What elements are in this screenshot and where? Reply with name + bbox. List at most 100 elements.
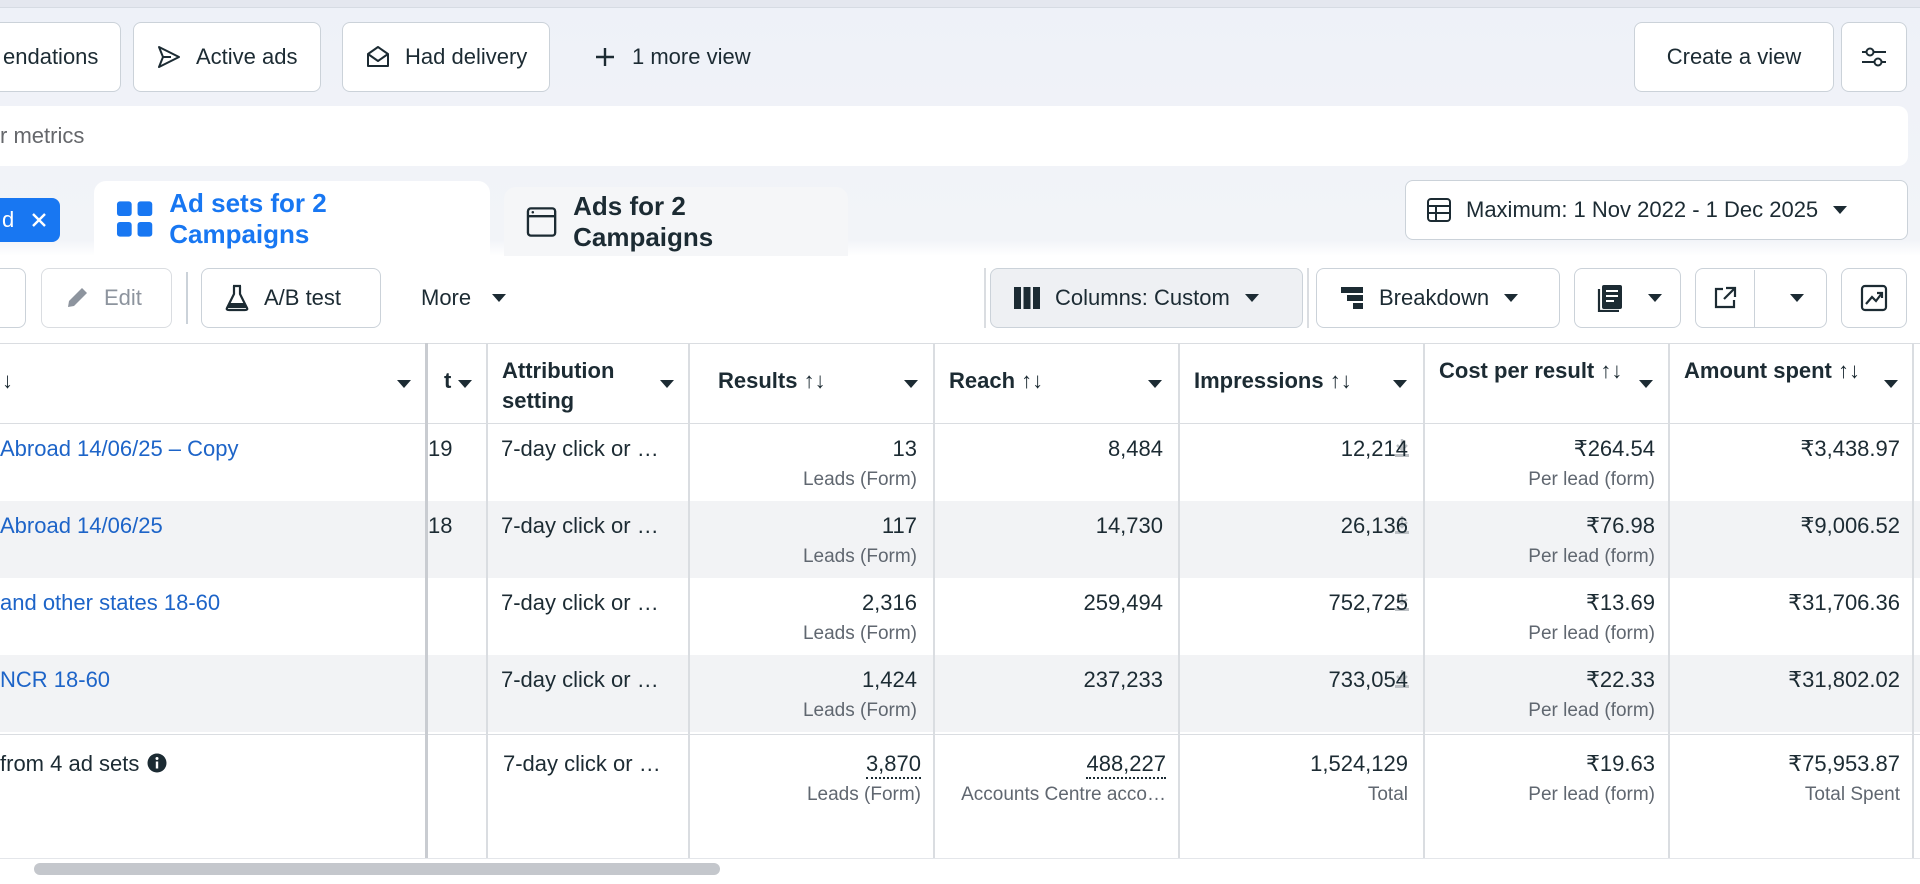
header-attribution[interactable]: Attribution setting — [486, 344, 688, 423]
cost-per-result-cell: ₹264.54 Per lead (form) — [1423, 424, 1655, 501]
search-filter-bar[interactable]: r metrics — [0, 106, 1908, 166]
header-impressions[interactable]: Impressions ↑↓ — [1178, 344, 1423, 423]
view-tab-had-delivery[interactable]: Had delivery — [342, 22, 551, 92]
header-label: Reach ↑↓ — [949, 368, 1044, 393]
adset-name-link[interactable]: NCR 18-60 — [0, 667, 111, 692]
cost-per-result-cell: ₹22.33 Per lead (form) — [1423, 655, 1655, 732]
cost-per-result-cell: ₹76.98 Per lead (form) — [1423, 501, 1655, 578]
reports-button[interactable] — [1574, 268, 1681, 328]
caret-down-icon[interactable] — [458, 380, 472, 388]
totals-amount-spent: ₹75,953.87 Total Spent — [1668, 735, 1900, 812]
caret-down-icon[interactable] — [1884, 380, 1898, 388]
view-tab-recommendations[interactable]: endations — [0, 22, 122, 92]
toolbar-divider — [186, 272, 188, 324]
impressions-cell: 752,725 — [1178, 578, 1408, 655]
send-icon — [158, 46, 180, 68]
tab-ads[interactable]: Ads for 2 Campaigns — [504, 187, 848, 256]
close-icon[interactable] — [30, 211, 48, 229]
date-range-picker[interactable]: Maximum: 1 Nov 2022 - 1 Dec 2025 — [1405, 180, 1908, 240]
budget-cell — [428, 655, 486, 732]
create-view-button[interactable]: Create a view — [1634, 22, 1834, 92]
view-tab-active-ads[interactable]: Active ads — [133, 22, 321, 92]
download-icon[interactable] — [1394, 669, 1410, 689]
more-button[interactable]: More — [421, 268, 507, 328]
attribution-value: 7-day click or … — [501, 667, 659, 692]
chart-button[interactable] — [1841, 268, 1907, 328]
totals-results-sub: Leads (Form) — [806, 784, 921, 805]
header-amount-spent[interactable]: Amount spent ↑↓ — [1668, 344, 1920, 423]
adset-name-link[interactable]: and other states 18-60 — [0, 590, 221, 615]
attribution-value: 7-day click or … — [501, 436, 659, 461]
frozen-column-divider[interactable] — [425, 343, 428, 858]
attribution-value: 7-day click or … — [501, 590, 659, 615]
table-row: and other states 18-60 7-day click or … 2,… — [0, 578, 1920, 655]
header-name[interactable]: ↓ — [0, 344, 425, 423]
caret-down-icon — [1833, 206, 1848, 214]
table-row: Abroad 14/06/25 18 7-day click or … 117 Lead… — [0, 501, 1920, 578]
columns-button[interactable]: Columns: Custom — [990, 268, 1303, 328]
results-value: 1,424 — [861, 667, 917, 692]
budget-cell: 19 — [428, 424, 486, 501]
totals-reach-value[interactable]: 488,227 — [1086, 751, 1166, 779]
cpr-value: ₹13.69 — [1585, 590, 1655, 615]
spent-value: ₹3,438.97 — [1800, 436, 1900, 461]
attribution-cell: 7-day click or … — [501, 424, 688, 501]
more-views-button[interactable]: 1 more view — [594, 22, 751, 92]
header-budget[interactable]: t — [428, 344, 486, 423]
amount-spent-cell: ₹31,706.36 — [1668, 578, 1900, 655]
horizontal-scrollbar-thumb[interactable] — [34, 863, 720, 875]
download-icon[interactable] — [1394, 592, 1410, 612]
export-button[interactable] — [1696, 269, 1755, 327]
calendar-table-icon — [1427, 198, 1451, 222]
cost-per-result-cell: ₹13.69 Per lead (form) — [1423, 578, 1655, 655]
budget-value: 19 — [428, 436, 453, 461]
caret-down-icon — [1244, 294, 1259, 302]
caret-down-icon[interactable] — [904, 380, 918, 388]
adset-name-link[interactable]: Abroad 14/06/25 — [0, 513, 163, 538]
table-row: NCR 18-60 7-day click or … 1,424 Leads (For… — [0, 655, 1920, 732]
budget-value: 18 — [428, 513, 453, 538]
ab-test-button[interactable]: A/B test — [201, 268, 381, 328]
filter-chip[interactable]: d — [0, 198, 60, 242]
view-settings-button[interactable] — [1841, 22, 1907, 92]
export-dropdown[interactable] — [1769, 270, 1826, 327]
caret-down-icon[interactable] — [397, 380, 411, 388]
totals-row: from 4 ad sets 7-day click or … 3,870 Le… — [0, 734, 1920, 858]
toolbar-partial-button[interactable] — [0, 268, 26, 328]
spent-value: ₹31,802.02 — [1788, 667, 1900, 692]
totals-impressions-sub: Total — [1367, 784, 1408, 805]
amount-spent-cell: ₹31,802.02 — [1668, 655, 1900, 732]
totals-spent-sub: Total Spent — [1804, 784, 1900, 805]
totals-name: from 4 ad sets — [0, 735, 425, 812]
header-cost-per-result[interactable]: Cost per result ↑↓ — [1423, 344, 1668, 423]
reach-cell: 8,484 — [933, 424, 1163, 501]
impressions-cell: 26,136 — [1178, 501, 1408, 578]
header-reach[interactable]: Reach ↑↓ — [933, 344, 1178, 423]
adset-name-link[interactable]: Abroad 14/06/25 – Copy — [0, 436, 239, 461]
edit-button[interactable]: Edit — [41, 268, 172, 328]
caret-down-icon[interactable] — [1393, 380, 1407, 388]
download-icon[interactable] — [1394, 438, 1410, 458]
cpr-value: ₹76.98 — [1585, 513, 1655, 538]
download-icon[interactable] — [1394, 515, 1410, 535]
caret-down-icon[interactable] — [1148, 380, 1162, 388]
results-cell: 1,424 Leads (Form) — [688, 655, 1409, 732]
breakdown-button[interactable]: Breakdown — [1316, 268, 1560, 328]
reach-value: 14,730 — [1095, 513, 1163, 538]
info-icon[interactable] — [147, 753, 167, 773]
date-range-label: Maximum: 1 Nov 2022 - 1 Dec 2025 — [1466, 197, 1819, 222]
results-cell: 117 Leads (Form) — [688, 501, 1409, 578]
caret-down-icon[interactable] — [660, 380, 674, 388]
create-view-label: Create a view — [1666, 44, 1802, 69]
search-placeholder: r metrics — [0, 123, 85, 148]
table-header: ↓ t Attribution setting Results ↑↓ Reach… — [0, 343, 1920, 424]
window-icon — [526, 206, 557, 237]
header-results[interactable]: Results ↑↓ — [688, 344, 933, 423]
cpr-sub: Per lead (form) — [1528, 700, 1655, 721]
caret-down-icon[interactable] — [1639, 380, 1653, 388]
trend-chart-icon — [1860, 284, 1888, 312]
tab-ad-sets[interactable]: Ad sets for 2 Campaigns — [94, 181, 490, 256]
totals-results-value[interactable]: 3,870 — [865, 751, 921, 779]
totals-cost-per-result: ₹19.63 Per lead (form) — [1423, 735, 1655, 812]
totals-cpr-value: ₹19.63 — [1585, 751, 1655, 776]
